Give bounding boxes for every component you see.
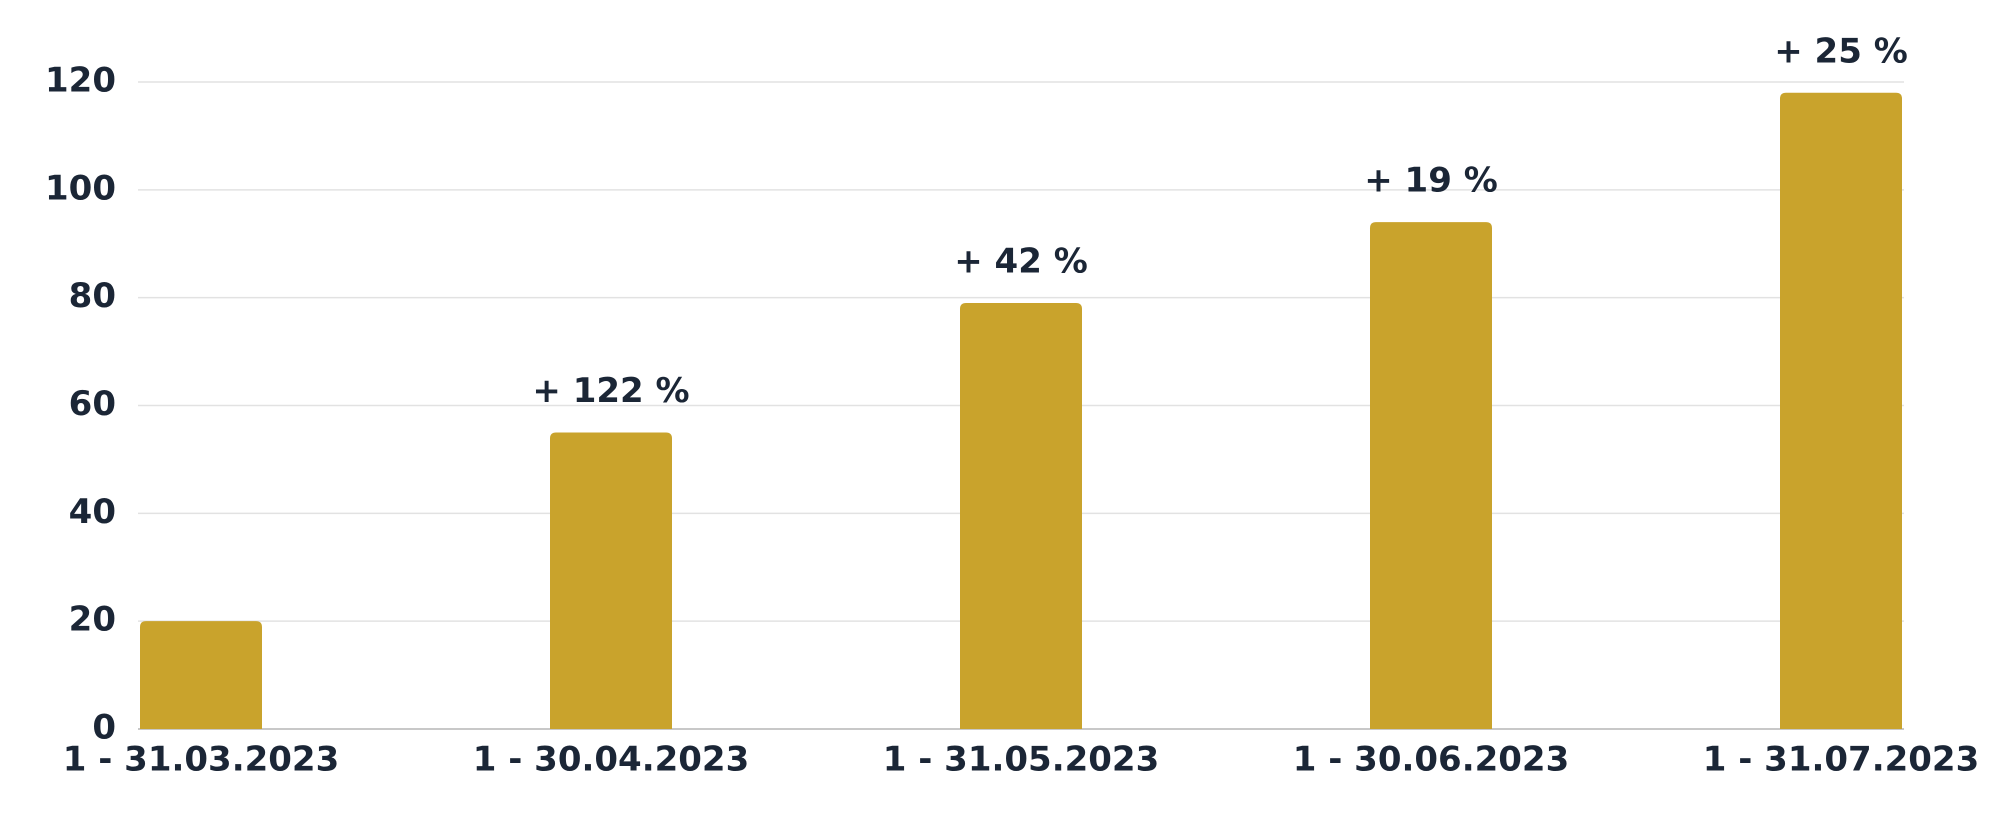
bar	[550, 432, 672, 729]
bar	[1370, 222, 1492, 729]
bar	[1780, 92, 1902, 730]
annotation: + 122 %	[532, 371, 689, 411]
annotation: + 25 %	[1774, 31, 1908, 71]
x-tick-label: 1 - 31.05.2023	[883, 740, 1160, 780]
y-tick-label: 80	[69, 276, 116, 316]
annotation: + 19 %	[1364, 161, 1498, 201]
bar	[960, 303, 1082, 729]
x-tick-label: 1 - 30.06.2023	[1293, 740, 1570, 780]
annotation: + 42 %	[954, 242, 1088, 282]
y-tick-label: 120	[45, 61, 116, 101]
y-tick-label: 20	[69, 600, 116, 640]
x-tick-label: 1 - 31.03.2023	[63, 740, 340, 780]
y-tick-label: 40	[69, 492, 116, 532]
x-tick-label: 1 - 31.07.2023	[1703, 740, 1980, 780]
y-tick-label: 0	[92, 708, 116, 748]
x-tick-label: 1 - 30.04.2023	[473, 740, 750, 780]
y-tick-label: 100	[45, 168, 116, 208]
bar	[140, 621, 262, 729]
y-tick-label: 60	[69, 384, 116, 424]
